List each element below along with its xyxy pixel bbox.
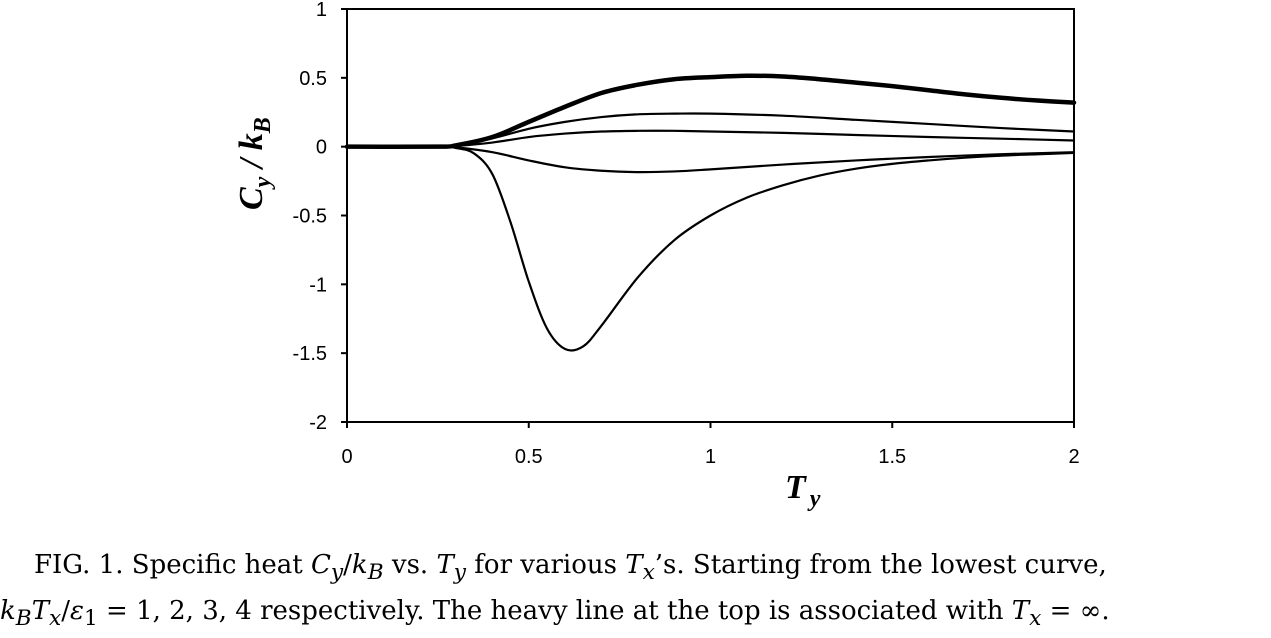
curve-4 [345,112,1076,148]
x-tick-label: 2 [1068,446,1079,468]
curves [344,73,1077,352]
y-tick-label: -2 [309,412,327,434]
x-ticks: 0 0.5 1 1.5 2 [341,422,1080,468]
y-ticks: 1 0.5 0 -0.5 -1 -1.5 -2 [293,0,347,434]
curve-heavy [344,73,1077,150]
y-tick-label: 0 [316,137,327,159]
y-tick-label: -1.5 [293,343,327,365]
x-tick-label: 0.5 [515,446,543,468]
caption-line-2: kBTx/ε1 = 1, 2, 3, 4 respectively. The h… [0,596,1110,632]
y-tick-label: 1 [316,0,327,21]
y-tick-label: -1 [309,274,327,296]
curve-1 [345,145,1076,352]
x-tick-label: 1.5 [878,446,906,468]
y-tick-label: -0.5 [293,206,327,228]
figure-caption: FIG. 1. Specific heat Cy/kB vs. Ty for v… [0,546,1271,638]
x-tick-label: 0 [341,446,352,468]
y-tick-label: 0.5 [299,68,327,90]
curve-2 [345,145,1076,174]
x-tick-label: 1 [705,446,716,468]
caption-line-1: FIG. 1. Specific heat Cy/kB vs. Ty for v… [34,550,1107,586]
y-axis-title: Cy / kB [233,117,276,210]
